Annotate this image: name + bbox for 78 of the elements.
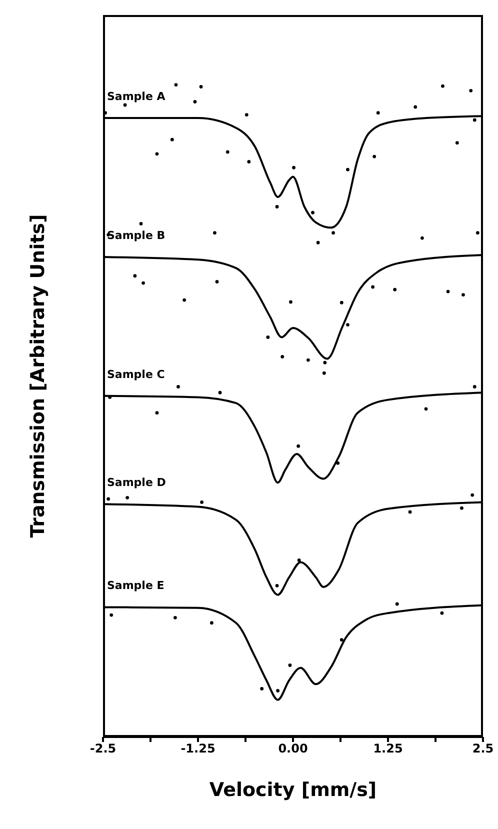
point — [199, 85, 203, 88]
point — [133, 274, 137, 278]
point — [395, 602, 399, 606]
point — [126, 496, 130, 500]
point — [110, 613, 114, 617]
point — [276, 688, 280, 692]
series-label: Sample D — [107, 476, 166, 490]
point — [296, 444, 300, 448]
y-axis-title: Transmission [Arbitrary Units] — [27, 214, 49, 538]
point — [311, 210, 314, 214]
point — [218, 390, 222, 394]
point — [155, 152, 159, 156]
point — [372, 154, 376, 158]
point — [446, 290, 450, 294]
point — [123, 103, 127, 107]
point — [106, 497, 110, 501]
point — [340, 638, 344, 642]
point — [469, 88, 473, 92]
point — [200, 500, 204, 504]
point — [244, 113, 248, 116]
point — [155, 411, 159, 415]
point — [414, 105, 418, 109]
point — [332, 231, 335, 235]
point — [340, 300, 344, 304]
point — [346, 168, 350, 172]
point — [420, 236, 424, 240]
point — [472, 118, 476, 122]
point — [210, 621, 214, 625]
point — [215, 280, 219, 284]
point — [213, 231, 216, 235]
point — [346, 323, 350, 326]
series-label: Sample A — [107, 90, 166, 104]
point — [371, 285, 374, 289]
point — [176, 385, 180, 388]
point — [323, 360, 327, 364]
point — [174, 83, 178, 86]
point — [226, 150, 230, 154]
point — [476, 231, 480, 235]
point — [408, 510, 412, 514]
point — [393, 288, 397, 292]
point — [142, 281, 145, 285]
point — [193, 100, 197, 104]
x-axis-title: Velocity [mm/s] — [208, 779, 378, 801]
point — [260, 687, 264, 690]
point — [306, 358, 310, 362]
point — [441, 84, 444, 88]
series-label: Sample E — [107, 579, 164, 592]
point — [174, 616, 177, 620]
point — [275, 205, 279, 208]
point — [275, 584, 279, 588]
point — [292, 166, 296, 170]
point — [170, 138, 174, 142]
x-tick-label: 0.00 — [278, 742, 308, 756]
point — [336, 461, 340, 465]
point — [424, 407, 428, 411]
point — [462, 293, 465, 296]
point — [440, 611, 444, 615]
point — [182, 298, 186, 302]
series-label: Sample C — [107, 368, 165, 381]
point — [472, 385, 476, 388]
point — [266, 335, 270, 339]
point — [316, 240, 320, 244]
point — [247, 160, 251, 164]
point — [280, 355, 284, 358]
point — [455, 141, 459, 145]
point — [376, 111, 380, 115]
point — [297, 558, 301, 562]
x-tick-label: -2.5 — [90, 742, 116, 756]
x-tick-label: 1.25 — [373, 742, 403, 756]
series-label: Sample B — [107, 228, 166, 242]
point — [288, 664, 292, 667]
point — [139, 222, 143, 226]
point — [322, 371, 326, 375]
point — [289, 300, 292, 304]
point — [460, 506, 464, 510]
x-tick-label: -1.25 — [180, 742, 216, 756]
point — [470, 493, 474, 497]
x-tick-label: 2.5 — [472, 742, 494, 756]
